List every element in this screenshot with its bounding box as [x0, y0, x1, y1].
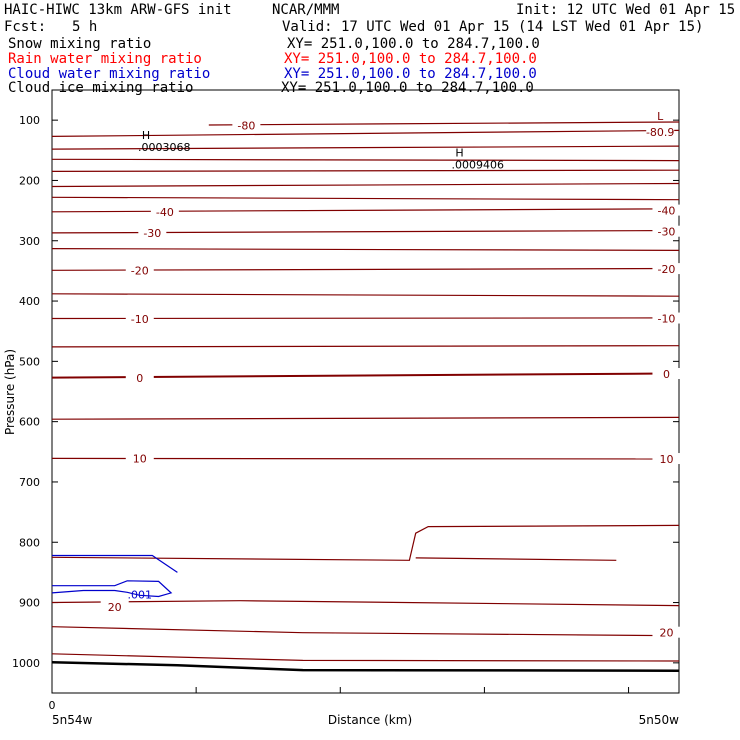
contour-label-bg [652, 204, 681, 216]
contour-label: -20 [131, 264, 149, 277]
temperature-contour-line [51, 457, 680, 460]
cloud-water-contour-line [52, 554, 178, 573]
y-tick-label: 300 [19, 235, 40, 248]
temperature-contour-line [51, 626, 680, 637]
contour-label: -10 [657, 313, 675, 326]
temperature-contour-line [415, 557, 617, 561]
field-name-rain: Rain water mixing ratio [8, 51, 202, 67]
x-right-label: 5n50w [639, 713, 680, 727]
x-origin-label: 0 [49, 699, 56, 712]
contour-label-bg [652, 368, 681, 380]
contour-label-bg [652, 312, 681, 324]
y-tick-label: 700 [19, 476, 40, 489]
temperature-contour-line [51, 182, 680, 188]
cloud-water-contours: .001 [51, 554, 178, 602]
contour-labels: -80 -80.9 -40 -40 -30 -30 -20 -20 -10 -10 0 0 10 10 20… [100, 119, 681, 640]
y-axis-title: Pressure (hPa) [3, 349, 17, 435]
contour-label: 10 [659, 453, 673, 466]
temperature-contour-line [51, 416, 680, 420]
contour-label: -10 [131, 313, 149, 326]
cloud-water-label: .001 [128, 589, 153, 602]
extremum-symbol: L [657, 110, 664, 123]
temperature-contour-line [51, 372, 680, 379]
contour-label: 10 [133, 452, 147, 465]
x-left-label: 5n54w [52, 713, 93, 727]
y-tick-label: 900 [19, 597, 40, 610]
extremum-symbol: H [142, 129, 150, 142]
contour-label: 20 [659, 627, 673, 640]
extremum-value: .0009406 [452, 158, 505, 171]
temperature-contour-line [51, 293, 680, 297]
contour-label-bg [232, 119, 261, 131]
temperature-contour-line [51, 196, 680, 201]
field-xy-snow: XY= 251.0,100.0 to 284.7,100.0 [287, 36, 540, 52]
contour-label-bg [150, 205, 179, 217]
temperature-contour-line [51, 145, 680, 150]
y-tick-label: 200 [19, 174, 40, 187]
contour-label-bg [646, 126, 675, 138]
temperature-contour-line [51, 317, 680, 320]
contour-label-bg [138, 226, 167, 238]
field-name-cloud-water: Cloud water mixing ratio [8, 66, 211, 82]
contour-label-bg [652, 626, 681, 638]
header-fcst-value: 5 h [72, 19, 98, 35]
y-tick-label: 800 [19, 536, 40, 549]
plot-frame [51, 89, 680, 694]
field-xy-cloud-water: XY= 251.0,100.0 to 284.7,100.0 [284, 66, 537, 82]
contour-label: 20 [108, 601, 122, 614]
temperature-contour-line [51, 169, 680, 172]
temperature-contour-line [51, 158, 680, 162]
y-tick-label: 100 [19, 114, 40, 127]
field-name-cloud-ice: Cloud ice mixing ratio [8, 80, 194, 96]
y-tick-label: 600 [19, 416, 40, 429]
x-axis-title: Distance (km) [328, 713, 412, 727]
contour-label-bg [125, 372, 154, 384]
temperature-contour-line [51, 208, 680, 213]
temperature-contour-line [51, 653, 680, 662]
contour-label-bg [652, 453, 681, 465]
contour-label: -40 [156, 206, 174, 219]
contour-label: -80.9 [646, 126, 674, 139]
extremum-value: .0003068 [138, 141, 191, 154]
field-name-snow: Snow mixing ratio [8, 36, 152, 52]
header-valid: Valid: 17 UTC Wed 01 Apr 15 (14 LST Wed … [282, 19, 704, 35]
contour-label: -30 [657, 226, 675, 239]
temperature-contour-line [51, 248, 680, 251]
contour-label: -80 [237, 120, 255, 133]
y-tick-label: 1000 [12, 657, 40, 670]
field-xy-cloud-ice: XY= 251.0,100.0 to 284.7,100.0 [281, 80, 534, 96]
contour-label-bg [125, 452, 154, 464]
temperature-contour-line [51, 524, 680, 561]
contour-label-bg [652, 225, 681, 237]
contour-label-bg [125, 264, 154, 276]
contour-label: 0 [663, 368, 670, 381]
header-title: HAIC-HIWC 13km ARW-GFS init [4, 2, 232, 18]
temperature-contour-line [208, 121, 680, 126]
contour-label: 0 [136, 372, 143, 385]
x-axis [51, 687, 630, 693]
field-xy-rain: XY= 251.0,100.0 to 284.7,100.0 [284, 51, 537, 67]
header-org: NCAR/MMM [272, 2, 340, 18]
contour-label-bg [125, 313, 154, 325]
y-tick-label: 500 [19, 355, 40, 368]
header-fcst-label: Fcst: [4, 19, 47, 35]
contour-label: -40 [657, 205, 675, 218]
header-init: Init: 12 UTC Wed 01 Apr 15 [516, 2, 736, 18]
y-tick-label: 400 [19, 295, 40, 308]
temperature-contour-line [51, 267, 680, 271]
contour-label-bg [100, 600, 129, 612]
temperature-contour-line [51, 345, 680, 348]
temperature-contour-line [51, 129, 680, 137]
contour-label: -30 [143, 227, 161, 240]
surface-pressure-line [51, 660, 680, 672]
temperature-contours [51, 121, 680, 672]
extremum-symbol: H [455, 146, 463, 159]
contour-label-bg [652, 263, 681, 275]
contour-label: -20 [657, 263, 675, 276]
cloud-water-contour-line [51, 580, 173, 598]
